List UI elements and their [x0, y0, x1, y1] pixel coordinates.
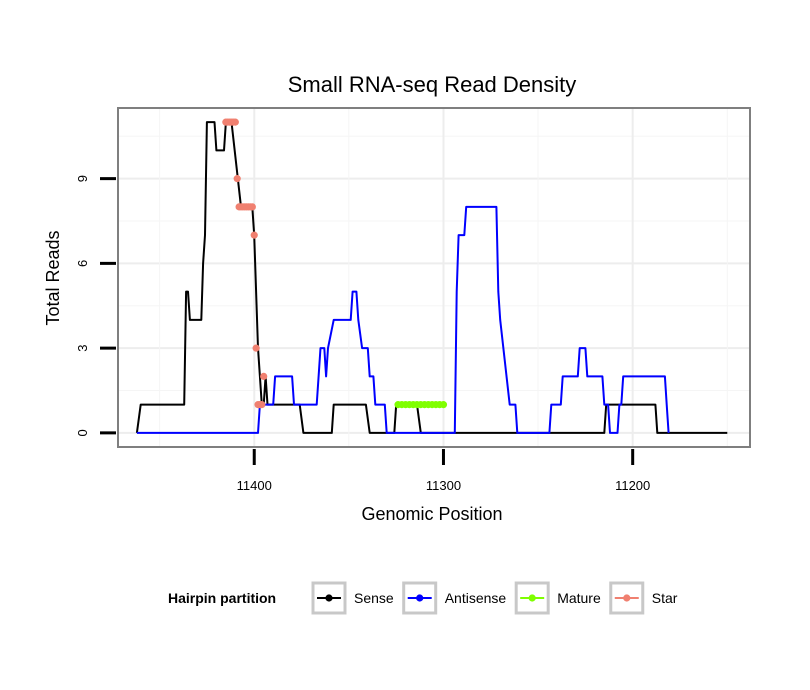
plot-panel — [118, 108, 750, 447]
series-layer — [135, 118, 728, 434]
y-tick-label: 3 — [75, 345, 90, 352]
y-tick-label: 0 — [75, 429, 90, 436]
legend: Hairpin partition Sense Antisense Mature St… — [168, 581, 678, 615]
star-point — [258, 401, 266, 409]
y-axis: 0 3 6 9 — [75, 175, 116, 436]
y-tick-label: 9 — [75, 175, 90, 182]
x-tick-label: 11200 — [615, 478, 650, 493]
legend-key-point — [528, 594, 536, 602]
legend-key-point — [623, 594, 631, 602]
legend-item-sense: Sense — [311, 581, 394, 615]
mature-point — [439, 401, 448, 409]
series-antisense-line — [136, 205, 670, 434]
legend-label-mature: Mature — [557, 590, 601, 606]
x-tick-label: 11400 — [237, 478, 272, 493]
y-axis-title: Total Reads — [43, 230, 63, 325]
star-point — [250, 231, 258, 239]
x-axis-title: Genomic Position — [361, 504, 502, 524]
legend-title: Hairpin partition — [168, 590, 276, 606]
star-point — [248, 203, 256, 211]
chart-title: Small RNA-seq Read Density — [288, 72, 577, 97]
legend-key-point — [416, 594, 424, 602]
x-axis: 11400 11300 11200 — [237, 449, 650, 493]
legend-label-sense: Sense — [354, 590, 394, 606]
plot-border — [117, 107, 751, 448]
star-point — [233, 175, 241, 183]
y-tick-label: 6 — [75, 260, 90, 267]
series-antisense — [136, 205, 670, 434]
legend-label-star: Star — [652, 590, 678, 606]
legend-item-mature: Mature — [514, 581, 601, 615]
series-mature — [394, 401, 448, 409]
star-point — [231, 118, 239, 126]
legend-items: Sense Antisense Mature Star — [311, 581, 678, 615]
star-point — [260, 372, 268, 380]
star-point — [252, 344, 260, 352]
legend-item-antisense: Antisense — [402, 581, 507, 615]
series-star — [222, 118, 268, 409]
legend-key-point — [325, 594, 333, 602]
x-tick-label: 11300 — [426, 478, 461, 493]
legend-item-star: Star — [609, 581, 678, 615]
legend-label-antisense: Antisense — [445, 590, 507, 606]
